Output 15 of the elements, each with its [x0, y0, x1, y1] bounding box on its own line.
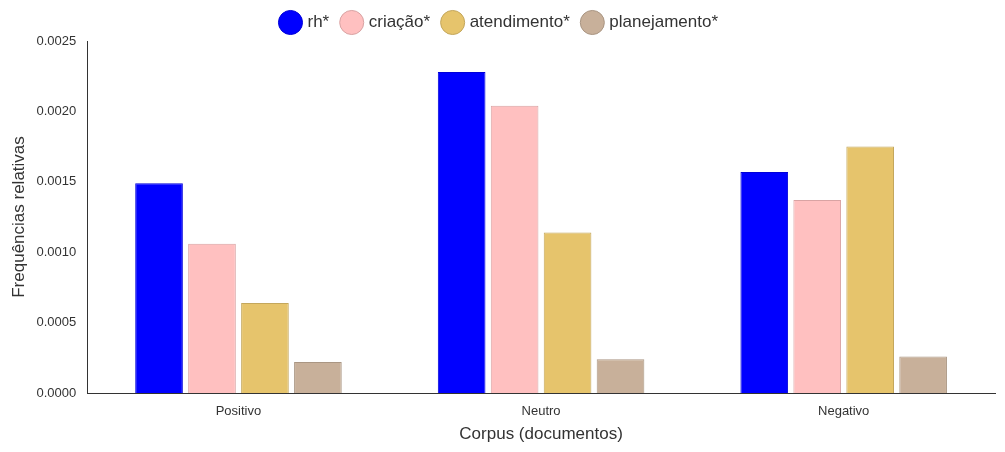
- legend-label: criação*: [368, 12, 431, 32]
- y-tick-label: 0.0015: [36, 173, 77, 189]
- y-axis-title: Frequências relativas: [8, 136, 28, 298]
- y-tick-label: 0.0000: [36, 384, 77, 400]
- legend-label: planejamento*: [609, 12, 719, 32]
- y-tick-label: 0.0025: [36, 32, 77, 48]
- x-axis-title: Corpus (documentos): [459, 424, 623, 444]
- y-tick-label: 0.0010: [36, 243, 77, 259]
- x-tick-label: Negativo: [818, 403, 870, 419]
- y-tick-label: 0.0020: [36, 102, 77, 118]
- y-tick-label: 0.0005: [36, 314, 77, 330]
- legend-label: atendimento*: [469, 12, 571, 32]
- x-tick-label: Neutro: [521, 403, 561, 419]
- legend-label: rh*: [307, 12, 330, 32]
- x-tick-label: Positivo: [215, 403, 262, 419]
